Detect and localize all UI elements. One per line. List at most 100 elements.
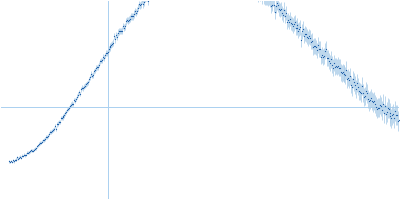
- Point: [370, 101, 376, 104]
- Point: [347, 75, 354, 78]
- Point: [127, 17, 133, 21]
- Point: [303, 33, 310, 36]
- Point: [382, 104, 388, 107]
- Point: [93, 66, 99, 70]
- Point: [98, 59, 105, 62]
- Point: [367, 99, 373, 102]
- Point: [288, 22, 295, 25]
- Point: [96, 60, 103, 63]
- Point: [50, 129, 56, 132]
- Point: [31, 148, 37, 151]
- Point: [69, 102, 76, 105]
- Point: [374, 107, 380, 110]
- Point: [144, 0, 151, 2]
- Point: [8, 160, 14, 163]
- Point: [364, 92, 370, 95]
- Point: [314, 49, 320, 52]
- Point: [27, 149, 34, 153]
- Point: [267, 0, 273, 2]
- Point: [118, 29, 124, 33]
- Point: [282, 15, 288, 18]
- Point: [391, 117, 398, 120]
- Point: [359, 85, 365, 88]
- Point: [64, 108, 71, 112]
- Point: [67, 104, 74, 108]
- Point: [10, 160, 17, 163]
- Point: [94, 66, 100, 69]
- Point: [290, 22, 297, 25]
- Point: [19, 154, 26, 157]
- Point: [328, 58, 334, 61]
- Point: [350, 78, 356, 81]
- Point: [91, 70, 97, 73]
- Point: [378, 109, 385, 112]
- Point: [286, 17, 293, 20]
- Point: [298, 38, 305, 41]
- Point: [376, 106, 382, 109]
- Point: [92, 69, 98, 72]
- Point: [130, 15, 136, 18]
- Point: [304, 35, 310, 38]
- Point: [72, 99, 78, 102]
- Point: [75, 93, 81, 96]
- Point: [39, 140, 45, 143]
- Point: [48, 129, 55, 133]
- Point: [387, 111, 394, 115]
- Point: [292, 26, 299, 29]
- Point: [309, 40, 315, 43]
- Point: [131, 12, 137, 16]
- Point: [308, 40, 314, 43]
- Point: [300, 27, 306, 30]
- Point: [32, 147, 38, 150]
- Point: [389, 114, 396, 117]
- Point: [376, 103, 383, 106]
- Point: [345, 76, 352, 79]
- Point: [104, 50, 111, 53]
- Point: [61, 114, 68, 117]
- Point: [78, 88, 84, 91]
- Point: [40, 139, 46, 142]
- Point: [48, 130, 54, 133]
- Point: [371, 99, 377, 103]
- Point: [332, 64, 339, 68]
- Point: [20, 154, 26, 158]
- Point: [341, 72, 348, 75]
- Point: [272, 10, 278, 14]
- Point: [76, 91, 82, 94]
- Point: [122, 25, 128, 28]
- Point: [11, 158, 18, 162]
- Point: [132, 10, 138, 13]
- Point: [102, 51, 109, 55]
- Point: [54, 123, 60, 126]
- Point: [363, 89, 369, 92]
- Point: [106, 46, 113, 49]
- Point: [58, 116, 65, 119]
- Point: [393, 114, 400, 117]
- Point: [291, 21, 298, 24]
- Point: [362, 95, 368, 98]
- Point: [62, 112, 69, 115]
- Point: [43, 136, 49, 139]
- Point: [125, 19, 131, 22]
- Point: [297, 25, 304, 29]
- Point: [344, 77, 351, 81]
- Point: [35, 144, 41, 147]
- Point: [138, 3, 144, 6]
- Point: [80, 87, 86, 90]
- Point: [392, 109, 398, 112]
- Point: [56, 121, 63, 124]
- Point: [276, 8, 282, 11]
- Point: [372, 102, 378, 106]
- Point: [275, 4, 281, 7]
- Point: [269, 3, 275, 6]
- Point: [30, 149, 36, 152]
- Point: [55, 120, 62, 123]
- Point: [140, 1, 147, 4]
- Point: [33, 147, 39, 150]
- Point: [278, 8, 284, 11]
- Point: [139, 0, 145, 2]
- Point: [306, 35, 312, 38]
- Point: [90, 74, 96, 77]
- Point: [85, 81, 91, 84]
- Point: [368, 96, 374, 99]
